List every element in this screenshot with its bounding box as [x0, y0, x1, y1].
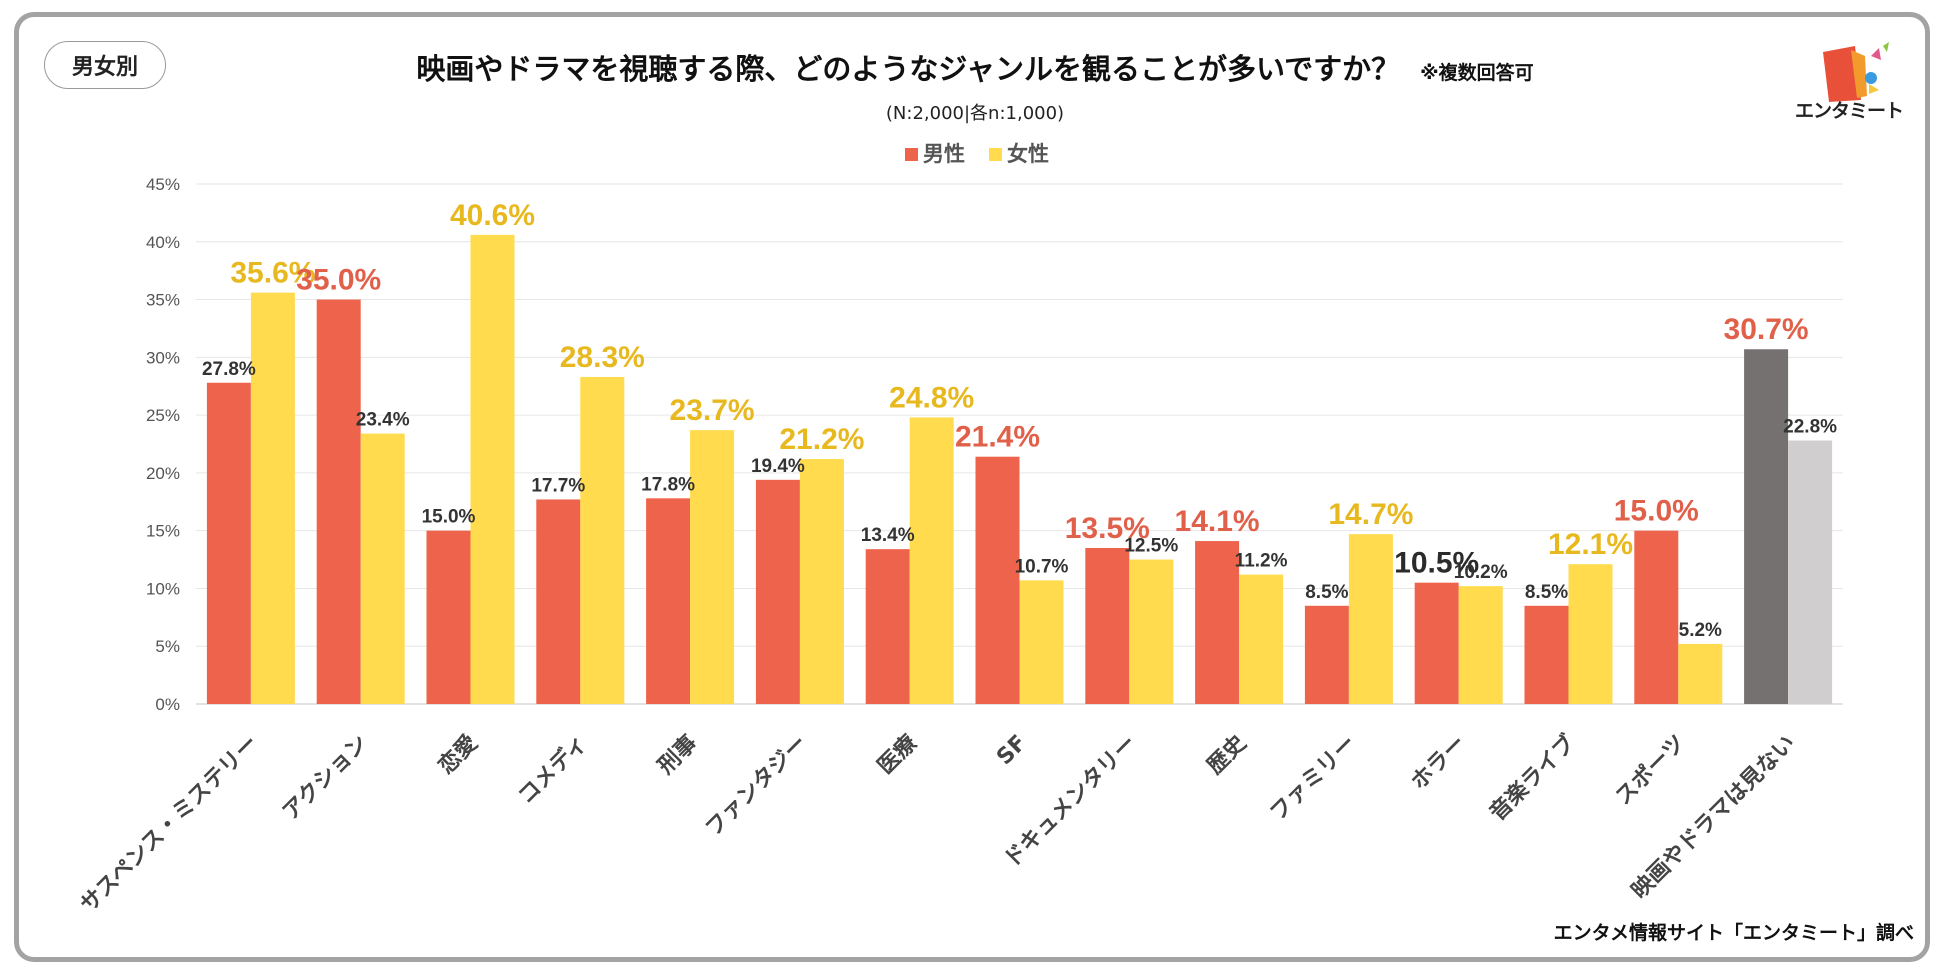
- y-tick-label: 35%: [146, 291, 180, 310]
- data-label-female: 10.7%: [1015, 556, 1069, 577]
- legend-label-male: 男性: [923, 142, 965, 166]
- sample-size: (N:2,000|各n:1,000): [885, 103, 1065, 124]
- legend-label-female: 女性: [1007, 142, 1049, 166]
- bar-male: [1195, 541, 1240, 704]
- bar-male: [865, 549, 910, 704]
- bar-female: [1788, 440, 1833, 704]
- x-tick-label: 恋愛: [433, 730, 483, 780]
- data-label-female: 22.8%: [1783, 417, 1837, 438]
- bar-female: [250, 292, 295, 704]
- bar-male: [975, 456, 1020, 704]
- bar-female: [470, 234, 515, 704]
- x-tick-label: 歴史: [1203, 730, 1252, 779]
- data-label-male: 14.1%: [1175, 505, 1260, 538]
- x-tick-label: 刑事: [653, 730, 703, 780]
- bar-female: [1348, 534, 1393, 704]
- x-tick-label: スポーツ: [1610, 730, 1690, 810]
- data-label-male: 35.0%: [296, 264, 381, 297]
- data-label-male: 15.0%: [422, 507, 476, 528]
- legend-swatch-female: [989, 148, 1002, 161]
- bar-male: [755, 479, 800, 704]
- x-tick-label: ホラー: [1407, 731, 1471, 795]
- bar-female: [1678, 643, 1723, 704]
- bar-female: [690, 430, 735, 704]
- y-tick-label: 15%: [146, 522, 180, 541]
- x-tick-label: ファミリー: [1266, 731, 1361, 826]
- source-note: エンタメ情報サイト「エンタミート」調べ: [1553, 922, 1914, 944]
- bar-female: [1568, 564, 1613, 704]
- data-label-female: 12.5%: [1124, 536, 1178, 557]
- data-label-male: 10.5%: [1394, 547, 1479, 580]
- bar-male: [1524, 605, 1569, 704]
- y-tick-label: 10%: [146, 579, 180, 598]
- y-tick-label: 45%: [146, 175, 180, 194]
- bar-female: [799, 459, 844, 704]
- data-label-male: 21.4%: [955, 421, 1040, 454]
- y-tick-label: 25%: [146, 406, 180, 425]
- bar-male: [206, 382, 251, 704]
- y-tick-label: 0%: [155, 695, 180, 714]
- chart-title: 映画やドラマを視聴する際、どのようなジャンルを観ることが多いですか？ ※複数回答可: [300, 46, 1650, 88]
- title-note: ※複数回答可: [1420, 62, 1534, 84]
- data-label-female: 23.4%: [356, 410, 410, 431]
- y-tick-label: 20%: [146, 464, 180, 483]
- data-label-male: 8.5%: [1525, 582, 1568, 603]
- data-label-female: 21.2%: [779, 423, 864, 456]
- title-text: 映画やドラマを視聴する際、どのようなジャンルを観ることが多いですか？: [416, 52, 1401, 86]
- data-label-male: 17.7%: [531, 475, 585, 496]
- bar-female: [1458, 586, 1503, 704]
- bar-female: [360, 433, 405, 704]
- bar-female: [1129, 559, 1174, 704]
- bar-male: [536, 499, 581, 704]
- data-label-female: 35.6%: [230, 257, 315, 290]
- bar-female: [1019, 580, 1064, 704]
- x-tick-label: 音楽ライブ: [1485, 730, 1581, 826]
- x-tick-label: 医療: [872, 730, 922, 780]
- gender-badge: 男女別: [44, 41, 166, 89]
- bar-male: [1634, 530, 1679, 704]
- data-label-male: 8.5%: [1305, 582, 1348, 603]
- data-label-female: 40.6%: [450, 199, 535, 232]
- x-tick-label: SF: [992, 731, 1032, 771]
- data-label-male: 27.8%: [202, 359, 256, 380]
- data-label-male: 30.7%: [1724, 313, 1809, 346]
- data-label-female: 28.3%: [560, 341, 645, 374]
- bar-female: [1239, 574, 1284, 704]
- data-label-male: 15.0%: [1614, 495, 1699, 528]
- bar-male: [1414, 582, 1459, 704]
- data-label-female: 23.7%: [670, 394, 755, 427]
- data-label-female: 5.2%: [1679, 620, 1722, 641]
- bar-male: [646, 498, 691, 704]
- y-tick-label: 5%: [155, 637, 180, 656]
- data-label-female: 10.2%: [1454, 562, 1508, 583]
- logo-text: エンタミート: [1794, 100, 1904, 122]
- bar-male: [426, 530, 471, 704]
- data-label-male: 17.8%: [641, 474, 695, 495]
- data-label-male: 13.5%: [1065, 512, 1150, 545]
- y-tick-label: 30%: [146, 348, 180, 367]
- bar-female: [580, 376, 625, 704]
- x-tick-label: アクション: [278, 731, 373, 826]
- data-label-female: 11.2%: [1235, 551, 1288, 572]
- data-label-male: 13.4%: [861, 525, 915, 546]
- y-tick-label: 40%: [146, 233, 180, 252]
- x-tick-label: ファンタジー: [701, 731, 812, 842]
- entameet-logo-icon: [1823, 42, 1889, 102]
- bar-male: [316, 299, 361, 704]
- bar-male: [1085, 548, 1130, 704]
- data-label-male: 19.4%: [751, 456, 805, 477]
- data-label-female: 12.1%: [1548, 528, 1633, 561]
- x-tick-label: コメディ: [513, 730, 593, 810]
- legend-swatch-male: [905, 148, 918, 161]
- bar-male: [1744, 349, 1789, 704]
- bar-female: [909, 417, 954, 704]
- data-label-female: 14.7%: [1328, 498, 1413, 531]
- bar-male: [1304, 605, 1349, 704]
- x-tick-label: サスペンス・ミステリー: [76, 731, 263, 918]
- data-label-female: 24.8%: [889, 381, 974, 414]
